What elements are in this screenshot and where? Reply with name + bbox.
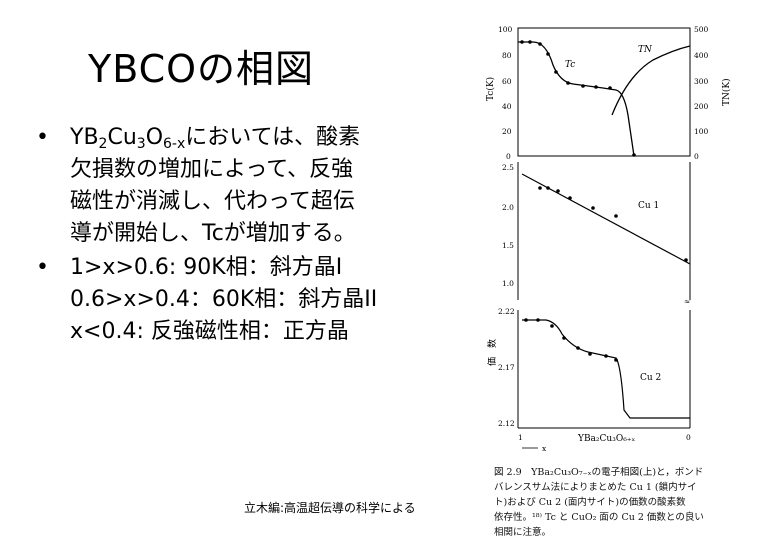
axis-break-mark: ≈	[684, 297, 690, 306]
x-arrow-label: x	[542, 444, 547, 453]
bottom-ticks: 2.22 2.17 2.12	[498, 307, 515, 428]
bullet1-line2: 欠損数の増加によって、反強	[70, 157, 354, 182]
top-left-ticks: 100 80 60 40 20 0	[498, 25, 513, 161]
slide-title: YBCOの相図	[88, 47, 315, 91]
svg-text:20: 20	[502, 127, 512, 136]
bullet-dot-icon: •	[36, 255, 49, 280]
x-axis-label: YBa₂Cu₃O₆₊ₓ	[577, 434, 636, 444]
top-right-ticks: 500 400 300 200 100 0	[694, 25, 709, 161]
svg-text:400: 400	[694, 51, 709, 60]
bullet2-line2: 0.6>x>0.4：60K相：斜方晶II	[70, 287, 378, 312]
bullet2-line1: 1>x>0.6: 90K相：斜方晶I	[70, 255, 343, 280]
tc-points	[520, 40, 636, 157]
svg-text:60: 60	[502, 77, 512, 86]
bullet-item-2: • 1>x>0.6: 90K相：斜方晶I 0.6>x>0.4：60K相：斜方晶I…	[36, 252, 456, 348]
svg-text:80: 80	[502, 51, 512, 60]
phase-diagram-svg: 100 80 60 40 20 0 500 400 300 200 100 0 …	[485, 25, 732, 453]
tc-curve-label: Tc	[565, 60, 575, 70]
svg-text:200: 200	[694, 102, 709, 111]
tn-curve-label: TN	[638, 45, 653, 55]
svg-text:100: 100	[694, 127, 709, 136]
x-tick-1: 1	[518, 433, 523, 442]
svg-text:1.5: 1.5	[502, 241, 514, 250]
tc-axis-label: Tc(K)	[485, 77, 496, 101]
svg-text:2.12: 2.12	[498, 419, 515, 428]
cu2-label: Cu 2	[640, 373, 661, 383]
cu1-points	[538, 186, 688, 262]
svg-text:500: 500	[694, 25, 709, 34]
bullet-item-1: • YB2Cu3O6-xにおいては、酸素 欠損数の増加によって、反強 磁性が消滅…	[36, 122, 456, 250]
bullet1-line4: 導が開始し、Tcが増加する。	[70, 221, 356, 246]
tn-axis-label: TN(K)	[721, 78, 732, 106]
middle-ticks: 2.5 2.0 1.5 1.0	[502, 163, 514, 288]
phase-diagram-figure: 100 80 60 40 20 0 500 400 300 200 100 0 …	[478, 20, 778, 538]
svg-text:0: 0	[694, 152, 699, 161]
tc-curve	[518, 41, 635, 157]
cu2-points	[524, 318, 618, 362]
x-tick-0: 0	[686, 433, 691, 442]
svg-text:40: 40	[502, 102, 512, 111]
figure-caption: 図 2.9 YBa₂Cu₃O₇₋ₓの電子相図(上)と，ボンド バレンスサム法によ…	[494, 467, 704, 538]
svg-text:300: 300	[694, 77, 709, 86]
cu1-label: Cu 1	[638, 201, 659, 211]
svg-text:1.0: 1.0	[502, 279, 514, 288]
svg-text:2.17: 2.17	[498, 363, 515, 372]
svg-text:0: 0	[506, 152, 511, 161]
bullet1-line3: 磁性が消滅し、代わって超伝	[70, 189, 355, 214]
valence-axis-label: 価 数	[486, 339, 498, 366]
svg-text:2.0: 2.0	[502, 203, 514, 212]
bullet-list: • YB2Cu3O6-xにおいては、酸素 欠損数の増加によって、反強 磁性が消滅…	[36, 122, 456, 350]
svg-text:2.5: 2.5	[502, 163, 514, 172]
tn-curve	[611, 45, 691, 116]
bullet2-line3: x<0.4: 反強磁性相：正方晶	[70, 319, 349, 344]
bullet1-line1: YB2Cu3O6-xにおいては、酸素	[70, 125, 361, 152]
svg-text:100: 100	[498, 25, 513, 34]
source-credit: 立木編:高温超伝導の科学による	[244, 501, 416, 515]
cu2-curve	[522, 319, 690, 419]
bullet-dot-icon: •	[36, 125, 49, 150]
top-panel-frame	[517, 27, 691, 157]
svg-text:2.22: 2.22	[498, 307, 515, 316]
cu1-trend-line	[521, 173, 691, 265]
